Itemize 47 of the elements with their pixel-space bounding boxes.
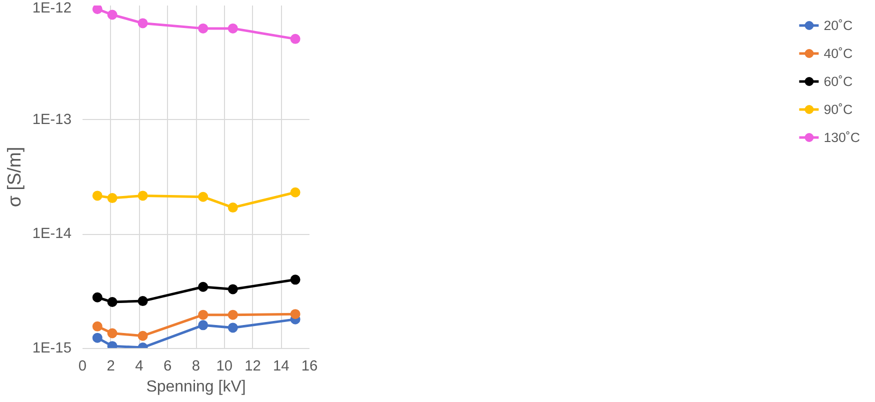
x-tick-label: 2 bbox=[106, 358, 115, 374]
point bbox=[228, 23, 238, 34]
point bbox=[290, 274, 300, 285]
point bbox=[92, 332, 102, 343]
point bbox=[92, 321, 102, 332]
point bbox=[198, 310, 208, 320]
point bbox=[228, 310, 238, 320]
y-tick-label: 1E-12 bbox=[32, 0, 72, 16]
point bbox=[290, 34, 300, 44]
point bbox=[92, 292, 102, 302]
x-axis-title: Spenning [kV] bbox=[146, 378, 246, 396]
point bbox=[107, 297, 118, 308]
point bbox=[107, 10, 118, 20]
point bbox=[198, 192, 208, 202]
y-axis-title: σ [S/m] bbox=[3, 146, 24, 208]
x-tick-label: 4 bbox=[135, 358, 144, 374]
legend-label: 60˚C bbox=[824, 74, 853, 88]
legend-label: 40˚C bbox=[824, 46, 853, 60]
legend-label: 130˚C bbox=[824, 130, 860, 144]
point bbox=[138, 18, 148, 28]
x-tick-label: 12 bbox=[244, 358, 261, 374]
x-tick-label: 10 bbox=[216, 358, 233, 374]
point bbox=[138, 190, 148, 201]
legend-label: 90˚C bbox=[824, 102, 853, 116]
point bbox=[198, 23, 208, 34]
point bbox=[198, 320, 208, 330]
point bbox=[92, 6, 102, 14]
x-tick-label: 0 bbox=[78, 358, 87, 374]
point bbox=[290, 309, 300, 320]
point bbox=[92, 190, 102, 201]
point bbox=[228, 202, 238, 213]
y-tick-label: 1E-15 bbox=[32, 340, 72, 356]
x-tick-label: 8 bbox=[192, 358, 200, 374]
point bbox=[138, 330, 148, 341]
point bbox=[107, 193, 118, 204]
point bbox=[198, 282, 208, 292]
point bbox=[228, 284, 238, 294]
point bbox=[138, 296, 148, 306]
y-tick-label: 1E-14 bbox=[32, 226, 72, 242]
x-tick-label: 6 bbox=[164, 358, 172, 374]
point bbox=[107, 328, 118, 338]
point bbox=[228, 322, 238, 333]
legend-label: 20˚C bbox=[824, 18, 853, 32]
x-tick-label: 14 bbox=[272, 358, 290, 374]
y-tick-label: 1E-13 bbox=[32, 112, 72, 128]
point bbox=[290, 187, 300, 198]
x-tick-label: 16 bbox=[301, 358, 318, 374]
